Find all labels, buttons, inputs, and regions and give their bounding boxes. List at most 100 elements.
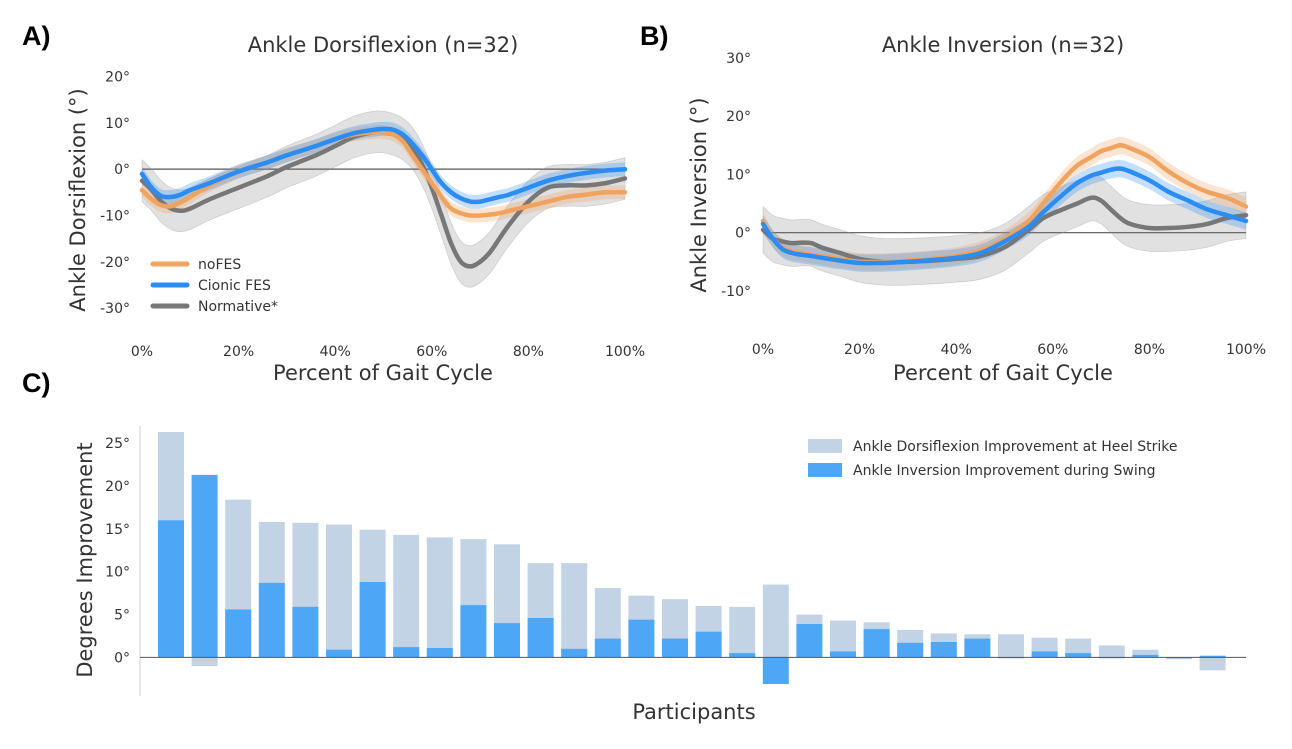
inversion-improvement-bar bbox=[1132, 654, 1159, 658]
panel-label-c: C) bbox=[22, 368, 51, 398]
inversion-improvement-bar bbox=[359, 582, 386, 658]
dorsiflexion-improvement-bar bbox=[393, 534, 420, 658]
inversion-improvement-bar bbox=[494, 623, 520, 658]
inversion-improvement-bar bbox=[594, 638, 621, 658]
inversion-improvement-bar bbox=[897, 642, 924, 658]
dorsiflexion-band-normative bbox=[141, 110, 626, 288]
panel-label-a: A) bbox=[22, 21, 51, 51]
inversion-x-tick-label: 20% bbox=[844, 342, 875, 358]
dorsiflexion-y-tick-label: 10° bbox=[105, 116, 130, 132]
dorsiflexion-y-tick-label: 0° bbox=[114, 162, 130, 178]
bar-y-tick-label: 0° bbox=[114, 650, 130, 666]
dorsiflexion-x-tick-label: 0% bbox=[131, 344, 153, 360]
inversion-improvement-bar bbox=[729, 653, 756, 658]
dorsiflexion-x-tick-label: 100% bbox=[605, 344, 645, 360]
inversion-improvement-bar bbox=[830, 651, 856, 658]
inversion-chart-title: Ankle Inversion (n=32) bbox=[882, 33, 1124, 57]
inversion-improvement-bar bbox=[662, 638, 688, 658]
dorsiflexion-y-tick-label: -20° bbox=[100, 255, 130, 271]
inversion-y-tick-label: -10° bbox=[721, 284, 751, 300]
inversion-improvement-bar bbox=[796, 624, 823, 658]
inversion-improvement-bar bbox=[426, 648, 453, 658]
inversion-improvement-bar bbox=[326, 649, 352, 658]
dorsiflexion-improvement-bar bbox=[998, 634, 1024, 658]
inversion-x-tick-label: 60% bbox=[1037, 342, 1068, 358]
dorsiflexion-improvement-bar bbox=[830, 620, 856, 658]
inversion-chart: Ankle Inversion (n=32) Percent of Gait C… bbox=[687, 33, 1266, 385]
inversion-line-normative bbox=[760, 195, 1249, 265]
dorsiflexion-improvement-bar bbox=[1199, 657, 1226, 671]
bar-y-tick-label: 10° bbox=[105, 565, 130, 581]
bar-legend-label-inversion: Ankle Inversion Improvement during Swing bbox=[853, 463, 1155, 479]
inversion-improvement-bar bbox=[628, 619, 655, 658]
inversion-improvement-bar bbox=[762, 657, 789, 684]
dorsiflexion-x-tick-label: 20% bbox=[223, 344, 254, 360]
improvement-bar-chart: Participants Degrees Improvement 0° 5° 10°… bbox=[73, 426, 1246, 724]
inversion-improvement-bar bbox=[1199, 655, 1226, 658]
inversion-improvement-bar bbox=[191, 474, 218, 658]
inversion-y-tick-label: 10° bbox=[726, 167, 751, 183]
inversion-improvement-bar bbox=[258, 582, 285, 658]
bar-y-tick-label: 15° bbox=[105, 522, 130, 538]
dorsiflexion-improvement-bar bbox=[561, 563, 588, 658]
dorsiflexion-x-axis-label: Percent of Gait Cycle bbox=[273, 361, 493, 385]
dorsiflexion-line-normative bbox=[139, 129, 628, 269]
bar-legend-swatch-dorsiflexion bbox=[808, 439, 842, 453]
dorsiflexion-improvement-bar bbox=[191, 657, 218, 666]
inversion-improvement-bar bbox=[863, 629, 890, 658]
inversion-x-tick-label: 100% bbox=[1226, 342, 1266, 358]
dorsiflexion-y-tick-label: -10° bbox=[100, 208, 130, 224]
inversion-improvement-bar bbox=[1065, 653, 1092, 658]
dorsiflexion-improvement-bar bbox=[1098, 645, 1125, 658]
inversion-x-axis-label: Percent of Gait Cycle bbox=[893, 361, 1113, 385]
inversion-improvement-bar bbox=[964, 638, 991, 658]
dorsiflexion-chart-title: Ankle Dorsiflexion (n=32) bbox=[248, 33, 519, 57]
inversion-y-tick-label: 20° bbox=[726, 109, 751, 125]
dorsiflexion-line-cionic-fes bbox=[139, 126, 628, 205]
dorsiflexion-band-cionic-fes bbox=[142, 121, 625, 209]
bar-legend-swatch-inversion bbox=[808, 463, 842, 477]
bar-x-axis-label: Participants bbox=[632, 700, 755, 724]
dorsiflexion-improvement-bar bbox=[1132, 649, 1159, 658]
inversion-improvement-bar bbox=[561, 648, 588, 658]
bar-y-axis-label: Degrees Improvement bbox=[73, 442, 97, 677]
dorsiflexion-y-axis-label: Ankle Dorsiflexion (°) bbox=[66, 88, 90, 311]
inversion-y-tick-label: 0° bbox=[735, 226, 751, 242]
bar-y-tick-label: 5° bbox=[114, 608, 130, 624]
bar-legend-label-dorsiflexion: Ankle Dorsiflexion Improvement at Heel S… bbox=[853, 439, 1178, 455]
inversion-band-normative bbox=[762, 173, 1247, 286]
dorsiflexion-legend-label-nofes: noFES bbox=[198, 257, 241, 273]
dorsiflexion-y-tick-label: -30° bbox=[100, 301, 130, 317]
inversion-improvement-bar bbox=[225, 609, 252, 658]
dorsiflexion-legend-label-cionic-fes: Cionic FES bbox=[198, 278, 271, 294]
inversion-improvement-bar bbox=[695, 631, 722, 658]
inversion-improvement-bar bbox=[158, 520, 184, 658]
panel-label-b: B) bbox=[640, 21, 669, 51]
dorsiflexion-x-tick-label: 40% bbox=[320, 344, 351, 360]
inversion-improvement-bar bbox=[930, 642, 957, 658]
inversion-x-tick-label: 0% bbox=[752, 342, 774, 358]
dorsiflexion-x-tick-label: 80% bbox=[513, 344, 544, 360]
dorsiflexion-improvement-bar bbox=[426, 537, 453, 658]
dorsiflexion-improvement-bar bbox=[1065, 638, 1092, 658]
inversion-y-tick-label: 30° bbox=[726, 51, 751, 67]
inversion-improvement-bar bbox=[1031, 651, 1058, 658]
dorsiflexion-improvement-bar bbox=[762, 584, 789, 658]
inversion-improvement-bar bbox=[460, 605, 487, 658]
dorsiflexion-line-nofes bbox=[139, 129, 628, 218]
dorsiflexion-chart: Ankle Dorsiflexion (n=32) Percent of Gai… bbox=[66, 33, 645, 385]
dorsiflexion-improvement-bar bbox=[326, 524, 352, 658]
bar-y-tick-label: 25° bbox=[105, 436, 130, 452]
bar-y-tick-label: 20° bbox=[105, 479, 130, 495]
inversion-x-tick-label: 80% bbox=[1134, 342, 1165, 358]
inversion-y-axis-label: Ankle Inversion (°) bbox=[687, 97, 711, 292]
inversion-improvement-bar bbox=[527, 618, 554, 658]
dorsiflexion-improvement-bar bbox=[729, 606, 756, 658]
inversion-x-tick-label: 40% bbox=[941, 342, 972, 358]
inversion-improvement-bar bbox=[292, 606, 319, 658]
inversion-improvement-bar bbox=[393, 647, 420, 658]
dorsiflexion-improvement-bar bbox=[1166, 657, 1192, 660]
dorsiflexion-y-tick-label: 20° bbox=[105, 70, 130, 86]
dorsiflexion-x-tick-label: 60% bbox=[416, 344, 447, 360]
